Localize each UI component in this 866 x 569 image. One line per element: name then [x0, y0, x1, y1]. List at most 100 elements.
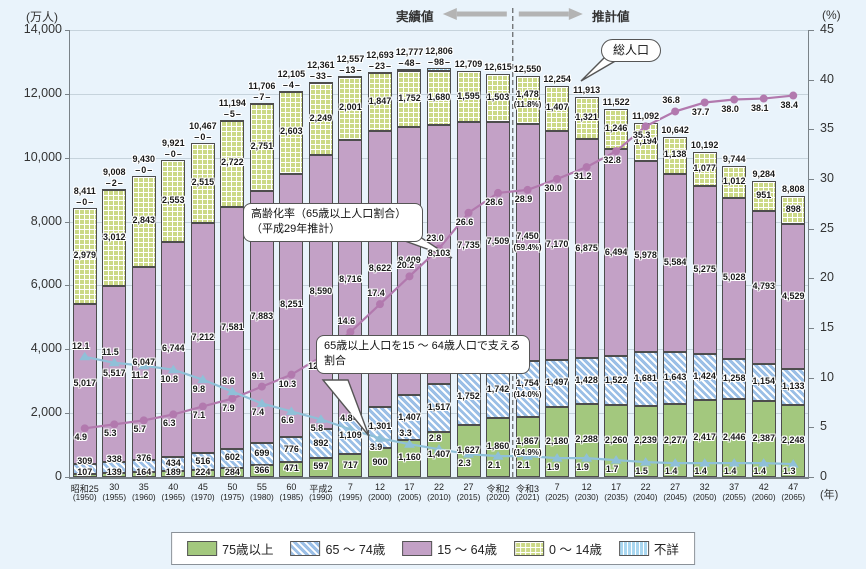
bar-(2060)-p65	[751, 363, 776, 401]
bar-(1975)-p0	[220, 119, 245, 207]
bar-(1950)-p75	[72, 473, 97, 477]
right-axis-tickmark	[808, 79, 814, 81]
bar-(1980)-unk	[249, 103, 274, 106]
left-axis-tickmark	[65, 93, 70, 95]
left-axis-tickmark	[65, 285, 70, 287]
bar-(1995)-p65	[338, 418, 363, 455]
bar-(2005)-unk	[397, 69, 422, 72]
right-axis-tickmark	[808, 30, 814, 31]
bar-(2065)-p15	[781, 224, 806, 370]
bar-(2025)-p0	[545, 85, 570, 131]
right-axis-unit: (%)	[822, 8, 841, 22]
legend-label: 15 〜 64歳	[437, 543, 498, 557]
bar-(2010)-p0	[427, 71, 451, 125]
legend-swatch-p75	[187, 541, 218, 556]
bar-(1955)-p15	[102, 285, 127, 462]
legend-label: 不詳	[653, 543, 679, 557]
bar-(2045)-p65	[663, 351, 688, 405]
bar-(2050)-p15	[692, 185, 717, 355]
left-axis-tickmark	[65, 477, 70, 478]
right-axis-tickmark	[808, 477, 814, 478]
bar-(1995)-p75	[338, 454, 363, 477]
bar-(2015)-p15	[456, 122, 481, 370]
right-axis-tickmark	[808, 179, 814, 180]
bar-(2020)-p15	[486, 122, 511, 362]
bar-(2045)-p75	[663, 404, 688, 477]
right-axis-tickmark	[808, 228, 814, 230]
legend-item: 0 〜 14歳	[514, 539, 602, 558]
right-axis-tickmark	[808, 278, 814, 280]
bar-(1980)-p65	[249, 442, 274, 466]
bar-(1955)-p65	[102, 461, 127, 473]
legend: 75歳以上 65 〜 74歳 15 〜 64歳 0 〜 14歳 不詳	[171, 532, 695, 565]
bar-(2000)-p75	[367, 448, 392, 477]
gridline	[70, 30, 808, 31]
bar-(1995)-p15	[338, 140, 363, 419]
bar-(2060)-p75	[751, 400, 776, 477]
legend-swatch-p15	[402, 541, 433, 556]
bar-(1960)-p15	[131, 266, 156, 460]
bar-(1995)-p0	[338, 76, 363, 141]
bar-(1990)-unk	[308, 82, 333, 85]
bar-(1990)-p65	[308, 429, 333, 458]
bar-(2030)-p15	[574, 138, 599, 359]
legend-label: 65 〜 74歳	[325, 543, 386, 557]
bar-(2035)-p0	[604, 109, 629, 149]
bar-(2030)-p75	[574, 403, 599, 477]
bar-(1990)-p75	[308, 457, 333, 477]
x-axis-unit: (年)	[820, 489, 839, 501]
legend-item: 75歳以上	[187, 539, 274, 558]
bar-(1960)-p75	[131, 471, 156, 477]
bar-(2015)-p65	[456, 369, 481, 426]
bar-(2040)-p75	[633, 405, 658, 477]
bar-(2065)-p65	[781, 369, 806, 406]
projection-values-label: 推計値	[592, 10, 630, 24]
total-population-bubble: 総人口	[601, 39, 661, 62]
bottom-axis-line	[69, 477, 809, 479]
bar-(2065)-p0	[781, 195, 806, 225]
bar-(2025)-p65	[545, 359, 570, 408]
bar-(2050)-p65	[692, 354, 717, 400]
bar-(2040)-p0	[633, 122, 658, 161]
bar-(1965)-p65	[161, 457, 186, 471]
bar-(2035)-p65	[604, 356, 629, 405]
bar-(2000)-p65	[367, 406, 392, 449]
legend-swatch-p0	[514, 541, 545, 556]
legend-item: 15 〜 64歳	[402, 539, 497, 558]
bar-(1985)-unk	[279, 90, 304, 93]
bar-(2025)-p75	[545, 407, 570, 477]
legend-swatch-p65	[290, 541, 321, 556]
bar-(1955)-unk	[102, 189, 127, 192]
bar-(1960)-p65	[131, 459, 156, 472]
bar-(1950)-p65	[72, 463, 97, 474]
bar-(1970)-p15	[190, 223, 215, 454]
bar-(2055)-p65	[722, 358, 747, 399]
legend-swatch-unk	[618, 541, 649, 556]
right-axis-tickmark	[808, 328, 814, 329]
bar-(2021)-p0	[515, 76, 540, 124]
bar-(2065)-p75	[781, 405, 806, 477]
bar-(1960)-p0	[131, 175, 156, 267]
bar-(2050)-p75	[692, 399, 717, 477]
bar-(1985)-p0	[279, 90, 304, 174]
bar-(2005)-p65	[397, 395, 422, 440]
right-axis-tickmark	[808, 377, 814, 379]
aging-rate-callout-text: 高齢化率（65歳以上人口割合）（平成29年推計）	[251, 208, 407, 236]
legend-label: 75歳以上	[222, 543, 274, 557]
bar-(1950)-p0	[72, 208, 97, 304]
bar-(1975)-p15	[220, 206, 245, 449]
bar-(2045)-p15	[663, 173, 688, 352]
bar-(1980)-p75	[249, 465, 274, 477]
bar-(1975)-p75	[220, 467, 245, 477]
bar-(1955)-p75	[102, 472, 127, 477]
bar-(1965)-p75	[161, 470, 186, 477]
bar-(2021)-p75	[515, 417, 540, 477]
left-axis-tickmark	[65, 221, 70, 223]
legend-item: 65 〜 74歳	[290, 539, 386, 558]
bar-(1975)-p65	[220, 448, 245, 468]
bar-(1990)-p15	[308, 155, 333, 430]
aging-rate-callout: 高齢化率（65歳以上人口割合）（平成29年推計）	[243, 203, 423, 242]
bar-(2010)-unk	[427, 68, 451, 72]
bar-(2035)-p15	[604, 148, 629, 357]
